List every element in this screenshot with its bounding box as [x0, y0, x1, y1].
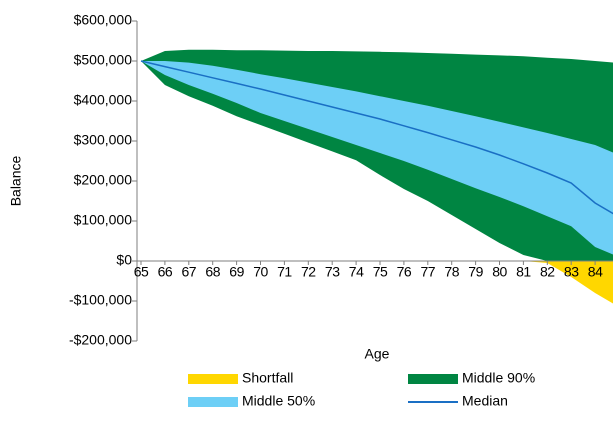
x-tick-label: 78 — [444, 264, 459, 280]
x-tick-label: 77 — [421, 264, 436, 280]
x-tick-label: 76 — [397, 264, 412, 280]
legend-label: Middle 50% — [242, 393, 315, 409]
x-tick-label: 75 — [373, 264, 388, 280]
legend-label: Shortfall — [242, 370, 293, 386]
x-tick-label: 81 — [516, 264, 531, 280]
y-tick-label: $0 — [116, 252, 132, 268]
x-tick-label: 73 — [325, 264, 340, 280]
x-tick-label: 80 — [492, 264, 507, 280]
x-tick-label: 84 — [588, 264, 603, 280]
x-tick-label: 69 — [229, 264, 244, 280]
y-tick-label: -$100,000 — [69, 292, 132, 308]
x-tick-label: 82 — [540, 264, 555, 280]
legend-label: Middle 90% — [462, 370, 535, 386]
x-tick-label: 65 — [134, 264, 149, 280]
y-tick-label: -$200,000 — [69, 332, 132, 348]
median-line — [140, 60, 613, 215]
y-axis-label: Balance — [8, 155, 24, 206]
x-tick-label: 83 — [564, 264, 579, 280]
x-tick-label: 68 — [205, 264, 220, 280]
legend-swatch — [188, 397, 238, 407]
band-area — [141, 61, 613, 255]
y-tick-label: $100,000 — [74, 212, 133, 228]
axes: -$200,000 -$100,000 $0 $100,000 $200,000 $300… — [69, 12, 613, 348]
x-tick-label: 71 — [277, 264, 292, 280]
x-tick-label: 79 — [468, 264, 483, 280]
x-tick-label: 70 — [253, 264, 268, 280]
x-tick-label: 67 — [182, 264, 197, 280]
legend-label: Median — [462, 393, 508, 409]
legend-swatch — [408, 374, 458, 384]
x-tick-label: 74 — [349, 264, 364, 280]
y-tick-label: $200,000 — [74, 172, 133, 188]
x-axis-label: Age — [365, 346, 390, 362]
legend-swatch — [188, 374, 238, 384]
y-tick-label: $400,000 — [74, 92, 133, 108]
x-tick-label: 66 — [158, 264, 173, 280]
y-tick-label: $500,000 — [74, 52, 133, 68]
x-tick-label: 72 — [301, 264, 316, 280]
legend: Shortfall Middle 90% Middle 50% Median — [188, 370, 535, 409]
y-tick-label: $600,000 — [74, 12, 133, 28]
y-tick-label: $300,000 — [74, 132, 133, 148]
plot-area — [140, 49, 613, 304]
shortfall-area — [141, 261, 613, 304]
